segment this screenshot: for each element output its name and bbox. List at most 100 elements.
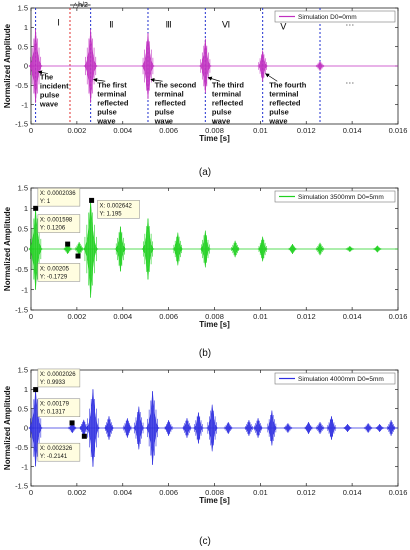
annotation-text: terminal — [97, 89, 126, 98]
y-tick-label: 1.5 — [18, 366, 28, 375]
annotation-text: reflected — [269, 98, 301, 107]
y-axis-label: Normalized Amplitude — [3, 23, 12, 108]
datatip-box — [37, 263, 81, 282]
x-tick-label: 0 — [29, 312, 33, 321]
annotation-text: incident — [40, 82, 69, 91]
x-tick-label: 0.008 — [205, 312, 224, 321]
annotation-text: wave — [154, 116, 173, 125]
legend: Simulation 4000mm D0=5mm — [274, 372, 396, 385]
panel-caption: (b) — [199, 348, 211, 359]
x-tick-label: 0.002 — [67, 488, 86, 497]
annotation-text: wave — [39, 100, 58, 109]
y-tick-label: 0.5 — [18, 42, 28, 51]
y-axis-label: Normalized Amplitude — [3, 206, 12, 291]
x-tick-label: 0.002 — [67, 126, 86, 135]
x-tick-label: 0.016 — [389, 488, 408, 497]
panel-caption: (c) — [199, 536, 211, 547]
region-label: ··· — [345, 19, 354, 29]
annotation-arrow — [265, 73, 278, 82]
annotation-text: wave — [268, 116, 287, 125]
datatip-box — [97, 200, 140, 219]
legend: Simulation D0=0mm — [274, 10, 396, 23]
y-tick-label: 0.5 — [18, 224, 28, 233]
x-tick-label: 0.004 — [113, 488, 132, 497]
x-tick-label: 0.012 — [297, 126, 316, 135]
y-tick-label: -0.5 — [15, 81, 28, 90]
datatip-marker — [33, 387, 39, 393]
series-waveform — [28, 200, 398, 298]
annotation-text: pulse — [155, 107, 175, 116]
datatip-y: Y: 0.1206 — [40, 226, 66, 232]
datatip-box — [37, 187, 81, 207]
legend-box — [274, 190, 396, 203]
y-axis-label: Normalized Amplitude — [3, 385, 12, 470]
x-tick-label: 0 — [29, 126, 33, 135]
annotation-text: terminal — [155, 89, 184, 98]
region-label: Ⅵ — [222, 19, 230, 29]
datatip-y: Y: 1.195 — [100, 211, 123, 217]
region-label: ··· — [345, 77, 354, 87]
y-tick-label: -0.5 — [15, 443, 28, 452]
y-tick-label: -1.5 — [15, 482, 28, 491]
x-tick-label: 0.012 — [297, 312, 316, 321]
y-tick-label: 0 — [24, 424, 28, 433]
datatip-x: X: 0.001598 — [40, 218, 73, 224]
datatip: X: 0.0002036 Y: 1 — [33, 187, 81, 211]
datatip-marker — [81, 433, 87, 439]
annotation-text: wave — [96, 116, 115, 125]
x-tick-label: 0.004 — [113, 312, 132, 321]
legend-entry: Simulation 3500mm D0=5mm — [298, 194, 384, 201]
chart-panel-a: -1.5 -1 -0.5 0 0.5 1 1.5 0 0.002 0.004 0.006 0.008 0… — [3, 2, 407, 178]
x-tick-label: 0.01 — [253, 312, 268, 321]
annotation-text: The third — [212, 80, 244, 89]
annotation-text: terminal — [269, 89, 298, 98]
datatip: X: 0.00205 Y: -0.1729 — [37, 253, 81, 282]
region-label: Ⅲ — [166, 19, 172, 29]
datatip-marker — [33, 205, 39, 211]
chart-panel-c: -1.5 -1 -0.5 0 0.5 1 1.5 0 0.002 0.004 0.006 0.008 0… — [3, 366, 407, 547]
datatip-marker — [69, 420, 75, 426]
annotation-text: pulse — [40, 91, 60, 100]
x-tick-label: 0.01 — [253, 488, 268, 497]
legend-box — [274, 372, 396, 385]
annotation-text: reflected — [155, 98, 187, 107]
x-tick-label: 0.008 — [205, 126, 224, 135]
x-tick-label: 0.004 — [113, 126, 132, 135]
x-tick-label: 0.012 — [297, 488, 316, 497]
x-axis-label: Time [s] — [199, 496, 230, 505]
x-axis-label: Time [s] — [199, 320, 230, 329]
annotation-text: The — [40, 73, 53, 82]
annotation-arrow — [37, 70, 48, 75]
chart-panel-b: -1.5 -1 -0.5 0 0.5 1 1.5 0 0.002 0.004 0.006 0.008 0… — [3, 184, 407, 359]
x-tick-label: 0.002 — [67, 312, 86, 321]
x-tick-label: 0.014 — [343, 126, 362, 135]
datatip: X: 0.00179 Y: 0.1317 — [37, 398, 81, 426]
datatip-x: X: 0.0002026 — [40, 372, 76, 378]
datatip-box — [37, 368, 81, 388]
annotation-text: pulse — [212, 107, 232, 116]
datatip-y: Y: 1 — [40, 199, 51, 205]
datatip: X: 0.0002026 Y: 0.9933 — [33, 368, 81, 393]
annotation-arrow — [150, 77, 163, 83]
annotation-text: The second — [155, 80, 197, 89]
y-tick-label: 1 — [24, 385, 28, 394]
annotation-arrow — [207, 76, 221, 82]
datatip: X: 0.001598 Y: 0.1206 — [37, 214, 81, 247]
x-tick-label: 0 — [29, 488, 33, 497]
x-tick-label: 0.008 — [205, 488, 224, 497]
annotation-text: terminal — [212, 89, 241, 98]
x-tick-label: 0.01 — [253, 126, 268, 135]
datatip-box — [37, 398, 81, 417]
datatip-y: Y: -0.1729 — [40, 274, 68, 280]
x-tick-label: 0.014 — [343, 488, 362, 497]
h-half-label: △h/2 — [73, 2, 88, 9]
legend-box — [274, 10, 396, 23]
y-tick-label: -1 — [21, 285, 28, 294]
y-tick-label: 1.5 — [18, 4, 28, 13]
annotation-text: The first — [97, 80, 127, 89]
datatip-marker — [75, 253, 81, 259]
